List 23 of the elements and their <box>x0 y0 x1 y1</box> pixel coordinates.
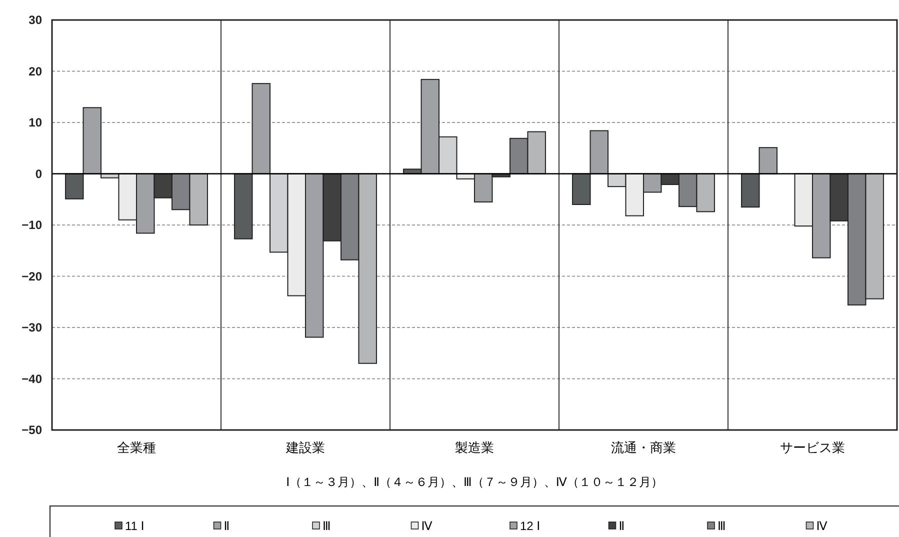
y-tick-label: −30 <box>22 320 42 334</box>
legend-label: Ⅱ <box>618 519 625 533</box>
legend-label: 12 Ⅰ <box>520 519 540 533</box>
legend-label: Ⅳ <box>421 519 432 533</box>
legend-label: Ⅲ <box>718 519 726 533</box>
y-tick-label: −10 <box>22 218 42 232</box>
y-tick-label: −40 <box>22 372 42 386</box>
legend-label: Ⅱ <box>224 519 230 533</box>
x-tick-label: 流通・商業 <box>611 440 676 455</box>
y-tick-label: 0 <box>35 166 42 181</box>
x-axis-title: Ⅰ（１～３月）、Ⅱ（４～６月）、Ⅲ（７～９月）、Ⅳ（１０～１２月） <box>286 475 663 489</box>
legend-label: Ⅲ <box>322 519 331 533</box>
y-tick-label: 10 <box>28 116 42 130</box>
y-tick-label: −50 <box>22 423 42 437</box>
x-tick-label: サービス業 <box>780 440 845 455</box>
y-tick-label: −20 <box>22 269 42 284</box>
x-tick-label: 建設業 <box>285 440 325 455</box>
legend-label: Ⅳ <box>816 519 828 533</box>
y-tick-label: 20 <box>28 64 42 78</box>
y-tick-label: 30 <box>28 13 42 27</box>
x-tick-label: 全業種 <box>117 440 156 455</box>
legend-label: 11 Ⅰ <box>125 519 144 533</box>
x-tick-label: 製造業 <box>455 440 494 455</box>
